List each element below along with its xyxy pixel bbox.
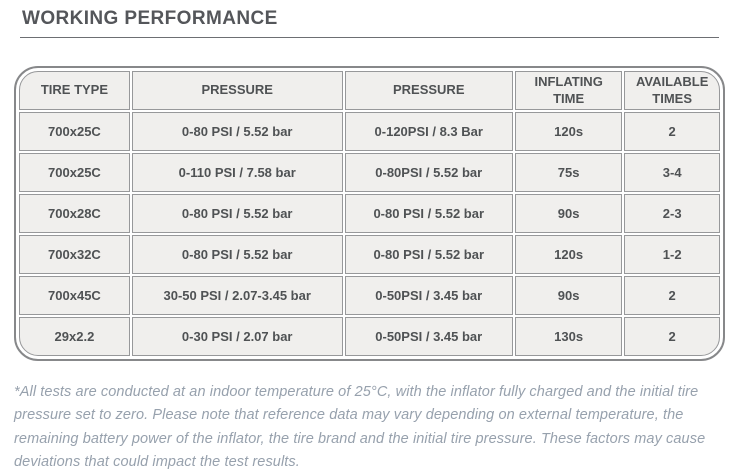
- table-cell: 90s: [514, 194, 623, 233]
- table-cell: 0-80 PSI / 5.52 bar: [344, 194, 513, 233]
- table-cell: 0-80 PSI / 5.52 bar: [131, 112, 343, 151]
- table-cell: 75s: [514, 153, 623, 192]
- table-cell: 0-120PSI / 8.3 Bar: [344, 112, 513, 151]
- table-cell: 120s: [514, 112, 623, 151]
- table-cell: 0-50PSI / 3.45 bar: [344, 276, 513, 315]
- table-header-row: TIRE TYPE PRESSURE PRESSURE INFLATING TIME A…: [19, 71, 720, 110]
- table-cell: 1-2: [624, 235, 720, 274]
- table-cell: 700x25C: [19, 153, 130, 192]
- table-row: 700x32C 0-80 PSI / 5.52 bar 0-80 PSI / 5.5…: [19, 235, 720, 274]
- header-cell: PRESSURE: [131, 71, 343, 110]
- table-cell: 90s: [514, 276, 623, 315]
- table-cell: 0-80PSI / 5.52 bar: [344, 153, 513, 192]
- footnote: *All tests are conducted at an indoor te…: [14, 384, 706, 471]
- table-cell: 700x45C: [19, 276, 130, 315]
- table-cell: 120s: [514, 235, 623, 274]
- table-row: 700x45C 30-50 PSI / 2.07-3.45 bar 0-50PSI …: [19, 276, 720, 315]
- table-cell: 700x32C: [19, 235, 130, 274]
- table-cell: 3-4: [624, 153, 720, 192]
- table-cell: 2-3: [624, 194, 720, 233]
- table-cell: 0-80 PSI / 5.52 bar: [131, 235, 343, 274]
- page-title: WORKING PERFORMANCE: [22, 8, 278, 29]
- table-row: 29x2.2 0-30 PSI / 2.07 bar 0-50PSI / 3.45 …: [19, 317, 720, 356]
- table-cell: 0-30 PSI / 2.07 bar: [131, 317, 343, 356]
- title-divider: [20, 37, 719, 38]
- table-row: 700x25C 0-110 PSI / 7.58 bar 0-80PSI / 5.5…: [19, 153, 720, 192]
- table-cell: 2: [624, 276, 720, 315]
- table-cell: 2: [624, 112, 720, 151]
- table-cell: 29x2.2: [19, 317, 130, 356]
- table-cell: 30-50 PSI / 2.07-3.45 bar: [131, 276, 343, 315]
- table-cell: 2: [624, 317, 720, 356]
- header-cell: PRESSURE: [344, 71, 513, 110]
- table-cell: 0-80 PSI / 5.52 bar: [131, 194, 343, 233]
- table-cell: 700x28C: [19, 194, 130, 233]
- table-cell: 0-110 PSI / 7.58 bar: [131, 153, 343, 192]
- header-cell: INFLATING TIME: [514, 71, 623, 110]
- header-cell: TIRE TYPE: [19, 71, 130, 110]
- performance-table: TIRE TYPE PRESSURE PRESSURE INFLATING TIME A…: [17, 69, 722, 358]
- table-cell: 0-50PSI / 3.45 bar: [344, 317, 513, 356]
- header-cell: AVAILABLE TIMES: [624, 71, 720, 110]
- table-cell: 0-80 PSI / 5.52 bar: [344, 235, 513, 274]
- performance-table-frame: TIRE TYPE PRESSURE PRESSURE INFLATING TIME A…: [14, 66, 725, 361]
- table-row: 700x25C 0-80 PSI / 5.52 bar 0-120PSI / 8.3…: [19, 112, 720, 151]
- page-header: WORKING PERFORMANCE: [20, 8, 719, 38]
- table-row: 700x28C 0-80 PSI / 5.52 bar 0-80 PSI / 5.5…: [19, 194, 720, 233]
- table-cell: 130s: [514, 317, 623, 356]
- table-cell: 700x25C: [19, 112, 130, 151]
